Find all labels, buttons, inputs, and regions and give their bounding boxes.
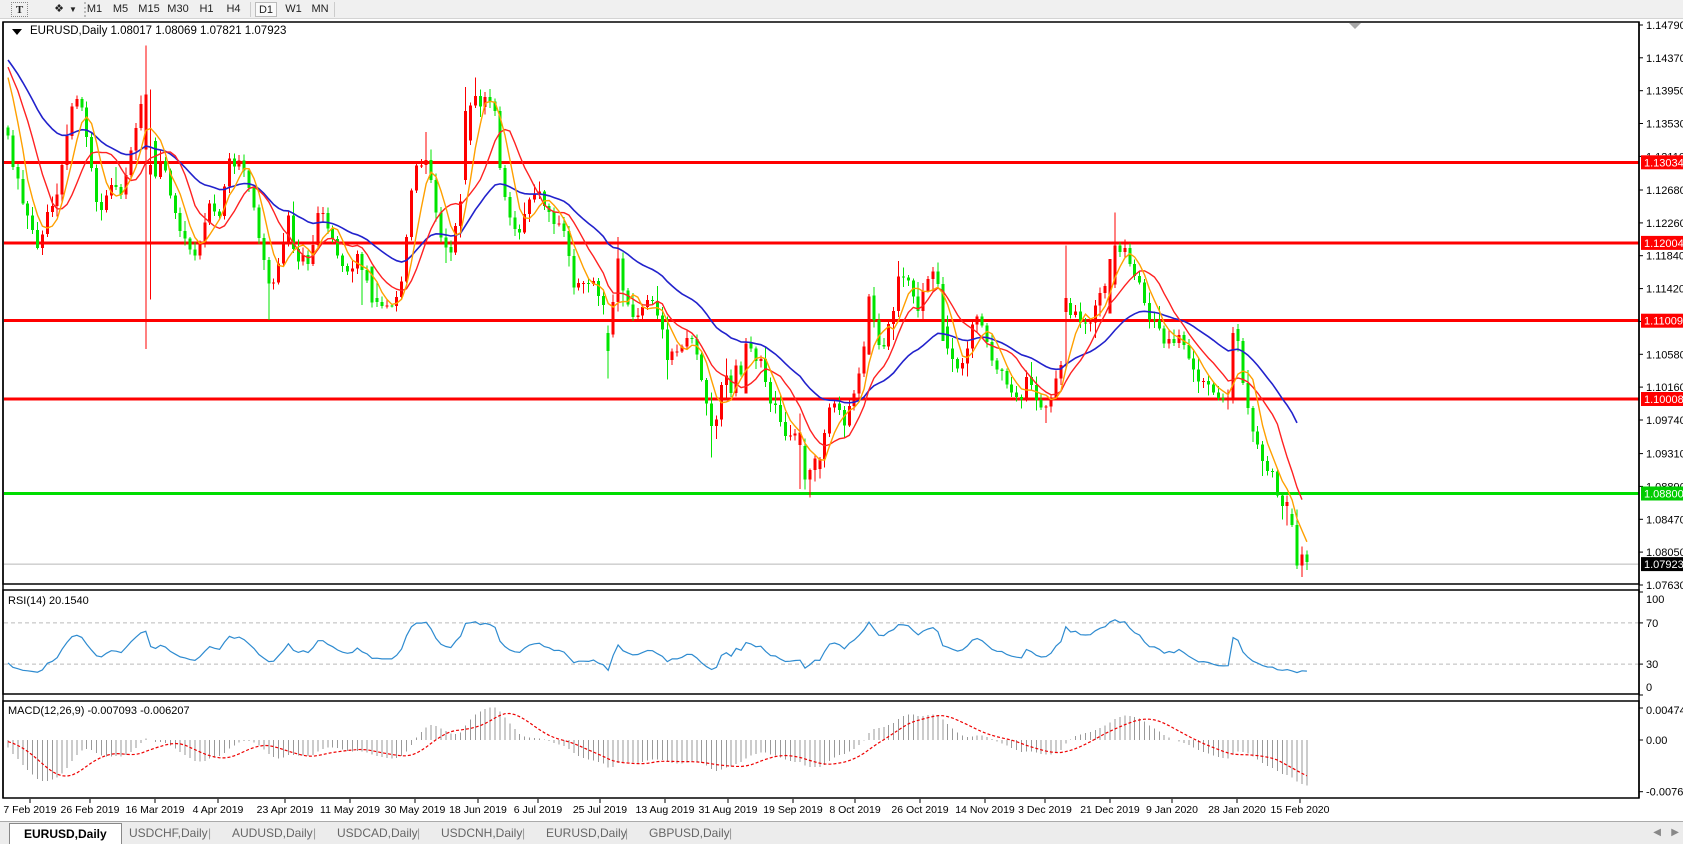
svg-text:16 Mar 2019: 16 Mar 2019 — [126, 804, 185, 816]
svg-text:21 Dec 2019: 21 Dec 2019 — [1080, 804, 1140, 816]
svg-text:25 Jul 2019: 25 Jul 2019 — [573, 804, 627, 816]
svg-text:31 Aug 2019: 31 Aug 2019 — [699, 804, 758, 816]
svg-text:1.11420: 1.11420 — [1646, 284, 1683, 296]
svg-text:1.08800: 1.08800 — [1644, 489, 1683, 501]
svg-text:1.10580: 1.10580 — [1646, 349, 1683, 361]
svg-text:-0.007656: -0.007656 — [1646, 787, 1683, 799]
svg-text:1.07630: 1.07630 — [1646, 580, 1683, 592]
svg-text:13 Aug 2019: 13 Aug 2019 — [636, 804, 695, 816]
svg-text:14 Nov 2019: 14 Nov 2019 — [955, 804, 1015, 816]
svg-text:28 Jan 2020: 28 Jan 2020 — [1208, 804, 1266, 816]
svg-text:9 Jan 2020: 9 Jan 2020 — [1146, 804, 1198, 816]
svg-text:0.00: 0.00 — [1646, 735, 1667, 747]
svg-text:1.12680: 1.12680 — [1646, 185, 1683, 197]
svg-text:4 Apr 2019: 4 Apr 2019 — [193, 804, 244, 816]
svg-text:15 Feb 2020: 15 Feb 2020 — [1271, 804, 1330, 816]
svg-text:6 Jul 2019: 6 Jul 2019 — [514, 804, 563, 816]
svg-text:1.12004: 1.12004 — [1644, 238, 1683, 250]
svg-text:30 May 2019: 30 May 2019 — [385, 804, 446, 816]
svg-text:70: 70 — [1646, 618, 1658, 630]
svg-text:100: 100 — [1646, 594, 1664, 606]
svg-text:8 Oct 2019: 8 Oct 2019 — [829, 804, 881, 816]
svg-text:1.14370: 1.14370 — [1646, 53, 1683, 65]
svg-text:1.10160: 1.10160 — [1646, 382, 1683, 394]
svg-text:1.08470: 1.08470 — [1646, 514, 1683, 526]
svg-text:7 Feb 2019: 7 Feb 2019 — [3, 804, 56, 816]
svg-text:1.13034: 1.13034 — [1644, 157, 1683, 169]
svg-text:0.004742: 0.004742 — [1646, 705, 1683, 717]
svg-text:18 Jun 2019: 18 Jun 2019 — [449, 804, 507, 816]
svg-text:1.12260: 1.12260 — [1646, 218, 1683, 230]
svg-text:1.09740: 1.09740 — [1646, 415, 1683, 427]
svg-text:1.14790: 1.14790 — [1646, 20, 1683, 32]
svg-text:1.13950: 1.13950 — [1646, 86, 1683, 98]
svg-text:EURUSD,Daily 1.08017 1.08069: EURUSD,Daily 1.08017 1.08069 1.07821 1.0… — [30, 25, 286, 37]
svg-text:26 Feb 2019: 26 Feb 2019 — [61, 804, 120, 816]
svg-text:1.10008: 1.10008 — [1644, 394, 1683, 406]
svg-text:MACD(12,26,9) -0.007093 -0.006: MACD(12,26,9) -0.007093 -0.006207 — [8, 705, 190, 717]
svg-text:1.09310: 1.09310 — [1646, 449, 1683, 461]
svg-text:1.13530: 1.13530 — [1646, 119, 1683, 131]
svg-text:26 Oct 2019: 26 Oct 2019 — [891, 804, 948, 816]
svg-text:19 Sep 2019: 19 Sep 2019 — [763, 804, 823, 816]
svg-text:3 Dec 2019: 3 Dec 2019 — [1018, 804, 1072, 816]
svg-text:1.11009: 1.11009 — [1644, 316, 1683, 328]
svg-text:11 May 2019: 11 May 2019 — [320, 804, 380, 816]
svg-text:1.07923: 1.07923 — [1644, 559, 1683, 571]
svg-text:1.11840: 1.11840 — [1646, 251, 1683, 263]
svg-text:23 Apr 2019: 23 Apr 2019 — [257, 804, 314, 816]
svg-text:0: 0 — [1646, 682, 1652, 694]
svg-text:30: 30 — [1646, 659, 1658, 671]
svg-text:1.08050: 1.08050 — [1646, 547, 1683, 559]
svg-text:RSI(14) 20.1540: RSI(14) 20.1540 — [8, 595, 89, 607]
